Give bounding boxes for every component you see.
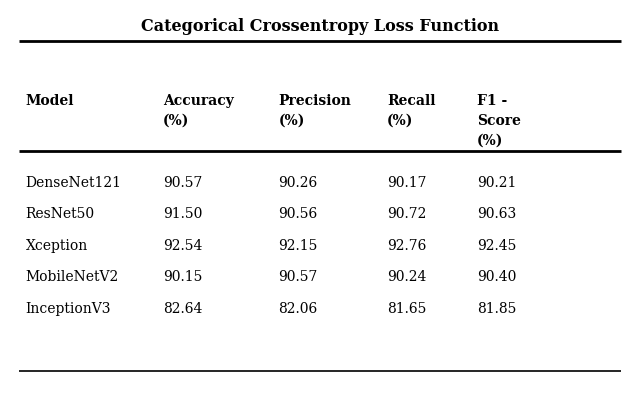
Text: Categorical Crossentropy Loss Function: Categorical Crossentropy Loss Function	[141, 18, 499, 35]
Text: InceptionV3: InceptionV3	[26, 301, 111, 316]
Text: 91.50: 91.50	[163, 207, 203, 221]
Text: 90.40: 90.40	[477, 270, 516, 284]
Text: 90.63: 90.63	[477, 207, 516, 221]
Text: 92.76: 92.76	[387, 239, 427, 253]
Text: Model: Model	[26, 94, 74, 108]
Text: MobileNetV2: MobileNetV2	[26, 270, 119, 284]
Text: 82.06: 82.06	[278, 301, 317, 316]
Text: 92.45: 92.45	[477, 239, 516, 253]
Text: 90.26: 90.26	[278, 176, 317, 190]
Text: 92.54: 92.54	[163, 239, 203, 253]
Text: 82.64: 82.64	[163, 301, 203, 316]
Text: 81.85: 81.85	[477, 301, 516, 316]
Text: 90.21: 90.21	[477, 176, 516, 190]
Text: Accuracy
(%): Accuracy (%)	[163, 94, 234, 128]
Text: 90.24: 90.24	[387, 270, 427, 284]
Text: ResNet50: ResNet50	[26, 207, 95, 221]
Text: 81.65: 81.65	[387, 301, 427, 316]
Text: 90.72: 90.72	[387, 207, 427, 221]
Text: 90.57: 90.57	[278, 270, 318, 284]
Text: Recall
(%): Recall (%)	[387, 94, 436, 128]
Text: 90.57: 90.57	[163, 176, 203, 190]
Text: Precision
(%): Precision (%)	[278, 94, 351, 128]
Text: 90.17: 90.17	[387, 176, 427, 190]
Text: Xception: Xception	[26, 239, 88, 253]
Text: F1 -
Score
(%): F1 - Score (%)	[477, 94, 521, 147]
Text: DenseNet121: DenseNet121	[26, 176, 122, 190]
Text: 90.56: 90.56	[278, 207, 317, 221]
Text: 90.15: 90.15	[163, 270, 203, 284]
Text: 92.15: 92.15	[278, 239, 318, 253]
